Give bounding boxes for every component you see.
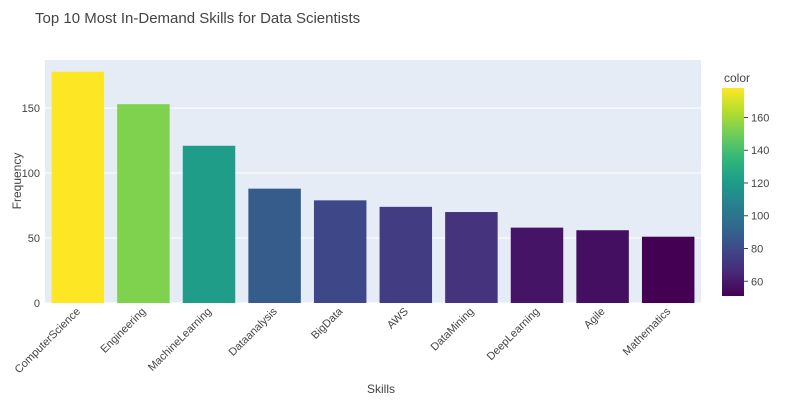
- colorbar-gradient: [722, 88, 744, 296]
- bar-computerscience: [51, 71, 105, 303]
- bar-deeplearning: [510, 227, 564, 303]
- colorbar-tick-label: 120: [751, 178, 769, 190]
- x-tick-label: BigData: [309, 305, 346, 342]
- x-tick-label: MachineLearning: [146, 306, 214, 374]
- y-tick-label: 0: [34, 298, 40, 310]
- bar-agile: [576, 230, 629, 303]
- bar-machinelearning: [182, 145, 236, 303]
- chart-title: Top 10 Most In-Demand Skills for Data Sc…: [35, 10, 360, 27]
- x-tick-label: Dataanalysis: [227, 305, 280, 358]
- y-tick-label: 100: [22, 168, 40, 180]
- bar-engineering: [117, 104, 170, 303]
- colorbar: color 60 80 100 120 140 160: [722, 71, 769, 296]
- bar-mathematics: [641, 236, 695, 303]
- x-axis-title: Skills: [367, 382, 395, 396]
- x-tick-label: AWS: [385, 306, 411, 332]
- colorbar-tick-label: 60: [751, 276, 763, 288]
- y-axis-title: Frequency: [10, 153, 24, 210]
- colorbar-tick-label: 80: [751, 244, 763, 256]
- colorbar-ticks: 60 80 100 120 140 160: [744, 112, 769, 288]
- colorbar-title: color: [724, 71, 750, 85]
- colorbar-tick-label: 100: [751, 211, 769, 223]
- bar-dataanalysis: [248, 188, 301, 303]
- x-tick-label: DeepLearning: [485, 306, 542, 363]
- bar-aws: [379, 206, 433, 303]
- colorbar-tick-label: 160: [751, 112, 769, 124]
- x-axis-ticks: ComputerScience EngineeringMachineLearnin…: [13, 305, 674, 376]
- x-tick-label: Engineering: [99, 306, 149, 356]
- y-tick-label: 150: [22, 103, 40, 115]
- y-axis-ticks: 0 50 100 150: [22, 103, 40, 310]
- x-tick-label: Agile: [582, 306, 608, 332]
- x-tick-label: ComputerScience: [13, 306, 83, 376]
- bar-bigdata: [313, 200, 367, 303]
- x-tick-label: Mathematics: [621, 305, 674, 358]
- colorbar-tick-label: 140: [751, 145, 769, 157]
- x-tick-label: DataMining: [429, 306, 477, 354]
- bars: [51, 71, 695, 303]
- y-tick-label: 50: [28, 233, 40, 245]
- bar-datamining: [445, 212, 498, 303]
